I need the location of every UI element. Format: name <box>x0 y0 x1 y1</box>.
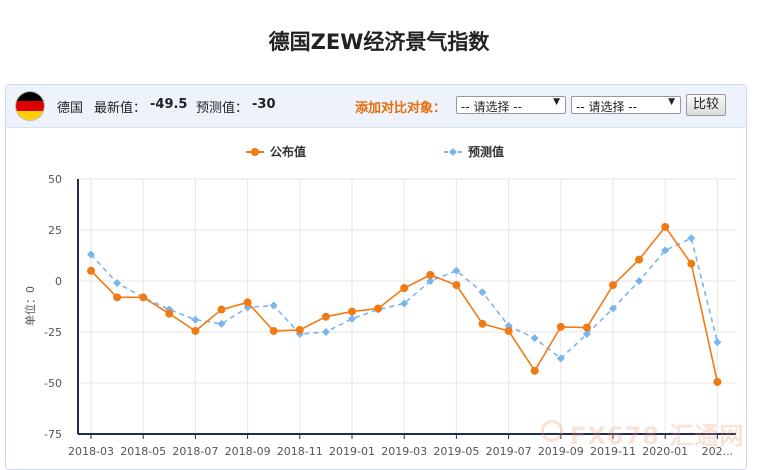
forecast-point <box>556 354 565 363</box>
actual-point <box>295 325 304 334</box>
forecast-point <box>661 246 670 255</box>
forecast-point <box>687 234 696 243</box>
compare-label: 添加对比对象： <box>355 101 447 116</box>
y-tick-label: -25 <box>44 326 62 339</box>
legend-forecast-label: 预测值 <box>468 144 504 159</box>
x-tick-label: 2019-07 <box>486 445 532 458</box>
x-tick-label: 2020-01 <box>642 445 688 458</box>
actual-point <box>530 366 539 375</box>
x-tick-label: 2019-11 <box>590 445 636 458</box>
actual-point <box>687 259 696 268</box>
forecast-point <box>452 266 461 275</box>
actual-point <box>556 322 565 331</box>
compare-button[interactable]: 比较 <box>686 94 726 116</box>
compare-select-1[interactable]: -- 请选择 -- ▼ <box>456 96 566 114</box>
legend-actual-marker <box>251 148 259 156</box>
forecast-point <box>609 304 617 313</box>
actual-point <box>269 326 278 335</box>
x-tick-label: 2018-09 <box>225 445 271 458</box>
actual-point <box>635 255 644 264</box>
compare-select-1-value: -- 请选择 -- <box>461 100 522 114</box>
chart-panel: 德国 最新值： -49.5 预测值： -30 添加对比对象： -- 请选择 --… <box>5 84 747 470</box>
y-tick-label: -75 <box>44 428 62 441</box>
actual-point <box>478 319 487 328</box>
legend-forecast-marker <box>449 148 457 156</box>
compare-select-2-value: -- 请选择 -- <box>576 100 637 114</box>
actual-point <box>113 293 122 302</box>
actual-point <box>374 304 383 313</box>
x-tick-label: 2019-05 <box>433 445 479 458</box>
forecast-point <box>217 319 226 328</box>
forecast-point <box>348 314 356 323</box>
watermark: FX678 汇通网 <box>570 422 745 450</box>
forecast-point <box>426 277 435 285</box>
actual-point <box>217 305 226 314</box>
actual-point <box>191 326 200 335</box>
y-tick-label: 50 <box>48 173 62 186</box>
actual-point <box>426 270 435 279</box>
y-tick-label: -50 <box>44 377 62 390</box>
x-tick-label: 2018-05 <box>120 445 166 458</box>
toolbar: 德国 最新值： -49.5 预测值： -30 添加对比对象： -- 请选择 --… <box>6 85 746 128</box>
x-tick-label: 202... <box>702 445 734 458</box>
x-tick-label: 2018-11 <box>277 445 323 458</box>
forecast-point <box>582 330 591 339</box>
x-tick-label: 2018-07 <box>172 445 218 458</box>
forecast-point <box>87 250 95 259</box>
forecast-point <box>478 288 487 297</box>
x-tick-label: 2019-01 <box>329 445 375 458</box>
forecast-point <box>321 328 330 336</box>
actual-point <box>348 307 356 316</box>
actual-point <box>609 281 617 290</box>
forecast-point <box>113 279 122 288</box>
actual-point <box>165 309 174 318</box>
actual-point <box>582 323 591 332</box>
y-axis-title: 单位：0 <box>23 286 37 326</box>
forecast-point <box>635 277 644 285</box>
forecast-point <box>269 301 278 310</box>
actual-point <box>243 298 252 307</box>
forecast-point <box>713 338 722 347</box>
actual-point <box>504 326 513 335</box>
x-tick-label: 2019-09 <box>538 445 584 458</box>
forecast-value-label: 预测值： <box>196 101 249 116</box>
y-tick-label: 0 <box>55 275 62 288</box>
forecast-value: -30 <box>252 97 276 112</box>
x-tick-label: 2019-03 <box>381 445 427 458</box>
y-tick-label: 25 <box>48 224 62 237</box>
compare-select-2[interactable]: -- 请选择 -- ▼ <box>571 96 681 114</box>
forecast-point <box>400 299 409 308</box>
legend-actual-label: 公布值 <box>270 144 306 159</box>
dropdown-arrow-icon: ▼ <box>553 97 560 107</box>
latest-value: -49.5 <box>150 97 188 112</box>
actual-point <box>661 222 670 231</box>
germany-flag-icon <box>15 91 45 121</box>
page-title: 德国ZEW经济景气指数 <box>268 30 490 54</box>
forecast-point <box>191 315 200 324</box>
country-label: 德国 <box>57 101 84 116</box>
actual-point <box>139 293 148 302</box>
dropdown-arrow-icon: ▼ <box>668 97 675 107</box>
x-tick-label: 2018-03 <box>68 445 114 458</box>
forecast-point <box>530 334 539 343</box>
actual-point <box>713 377 722 386</box>
actual-point <box>87 266 95 275</box>
actual-point <box>400 284 409 293</box>
latest-value-label: 最新值： <box>94 101 147 116</box>
actual-point <box>321 312 330 321</box>
watermark-logo-icon <box>541 420 563 442</box>
actual-point <box>452 281 461 290</box>
